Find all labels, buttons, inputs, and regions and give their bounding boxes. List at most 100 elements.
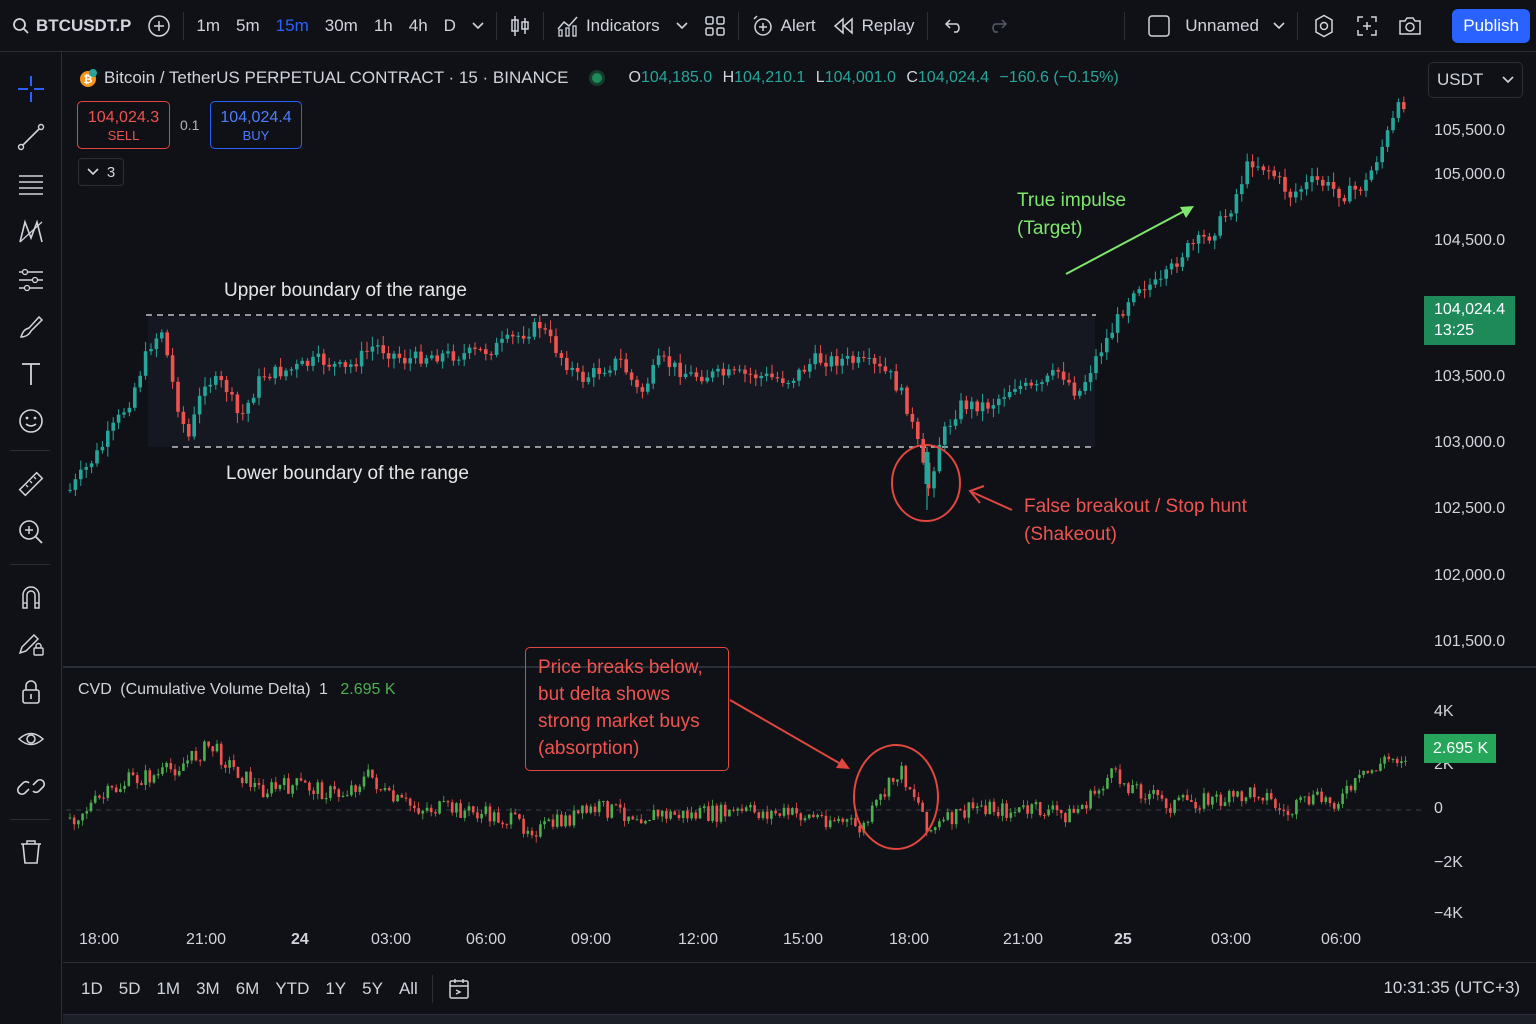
candle-body — [338, 362, 342, 364]
candle-body — [133, 387, 137, 408]
buy-button[interactable]: 104,024.4 BUY — [210, 101, 302, 149]
interval-D[interactable]: D — [443, 15, 456, 35]
range-6m[interactable]: 6M — [235, 978, 260, 998]
open-value: 104,185.0 — [640, 69, 713, 86]
candle-body — [937, 444, 942, 472]
magnet-tool[interactable] — [14, 580, 48, 614]
layouts-button[interactable] — [696, 0, 734, 52]
lock-all-tool[interactable] — [14, 675, 48, 709]
pane-separator[interactable] — [63, 666, 1536, 668]
link-icon — [17, 773, 45, 801]
candle-body — [1099, 352, 1104, 357]
toolbar-divider — [10, 819, 50, 820]
candle-body — [602, 372, 607, 374]
symbol-legend[interactable]: ₿ Bitcoin / TetherUS PERPETUAL CONTRACT … — [78, 68, 1119, 88]
clock-timezone[interactable]: 10:31:35 (UTC+3) — [1383, 978, 1520, 997]
text-tool[interactable] — [14, 357, 48, 391]
hide-drawings-tool[interactable] — [14, 722, 48, 756]
range-all[interactable]: All — [398, 978, 418, 998]
absorption-arrow[interactable] — [729, 699, 847, 768]
candle-body — [678, 362, 682, 378]
interval-5m[interactable]: 5m — [236, 15, 260, 35]
candle-body — [543, 328, 547, 330]
sync-drawings-tool[interactable] — [14, 770, 48, 804]
cvd-axis-label: −4K — [1434, 905, 1463, 922]
interval-dropdown[interactable] — [464, 0, 492, 52]
candle-body — [899, 387, 904, 391]
candle-body — [1267, 170, 1271, 172]
measure-tool[interactable] — [14, 467, 48, 501]
indicators-icon — [556, 15, 580, 37]
ohlc-values: O104,185.0 H104,210.1 L104,001.0 C104,02… — [622, 69, 1118, 87]
candle-body — [95, 450, 99, 464]
chart-type-button[interactable] — [501, 0, 539, 52]
range-1m[interactable]: 1M — [156, 978, 181, 998]
time-axis-label: 18:00 — [889, 931, 930, 948]
prediction-tool[interactable] — [14, 263, 48, 297]
goto-date-icon[interactable] — [441, 977, 477, 1001]
shakeout-circle[interactable] — [891, 444, 961, 522]
interval-15m[interactable]: 15m — [275, 15, 309, 35]
range-3m[interactable]: 3M — [196, 978, 220, 998]
candle-body — [635, 379, 639, 388]
remove-drawings-tool[interactable] — [14, 835, 48, 869]
cvd-legend[interactable]: CVD (Cumulative Volume Delta) 1 2.695 K — [78, 681, 396, 699]
indicators-button[interactable]: Indicators — [548, 0, 668, 52]
trendline-tool[interactable] — [14, 120, 48, 154]
range-1d[interactable]: 1D — [81, 978, 103, 998]
candle-body — [781, 378, 785, 384]
crosshair-tool[interactable] — [14, 72, 48, 106]
publish-button[interactable]: Publish — [1452, 9, 1530, 43]
redo-button[interactable] — [976, 0, 1020, 52]
collapse-indicators-button[interactable]: 3 — [78, 158, 124, 186]
currency-selector[interactable]: USDT — [1428, 62, 1523, 98]
candle-body — [889, 371, 893, 373]
candle-body — [597, 368, 601, 374]
range-ytd[interactable]: YTD — [275, 978, 310, 998]
candle-body — [721, 368, 726, 376]
alert-button[interactable]: Alert — [743, 0, 824, 52]
range-1y[interactable]: 1Y — [325, 978, 347, 998]
undo-button[interactable] — [932, 0, 976, 52]
brush-tool[interactable] — [14, 310, 48, 344]
pattern-tool[interactable] — [14, 215, 48, 249]
candle-body — [160, 332, 164, 339]
change-value: −160.6 (−0.15%) — [999, 69, 1119, 86]
fib-tool[interactable] — [14, 167, 48, 201]
open-key: O — [628, 69, 641, 86]
settings-button[interactable] — [1302, 0, 1346, 52]
candle-body — [446, 351, 450, 354]
symbol-search[interactable]: BTCUSDT.P — [0, 0, 139, 52]
candle-body — [656, 355, 661, 365]
emoji-tool[interactable] — [14, 404, 48, 438]
candle-body — [381, 345, 385, 354]
absorption-circle[interactable] — [853, 744, 939, 850]
impulse-arrow[interactable] — [1065, 207, 1191, 275]
price-axis-label: 103,000.0 — [1434, 434, 1506, 451]
interval-1h[interactable]: 1h — [373, 15, 393, 35]
range-5d[interactable]: 5D — [118, 978, 141, 998]
candle-body — [1142, 289, 1147, 291]
layout-name-button[interactable]: Unnamed — [1139, 0, 1293, 52]
candle-body — [829, 356, 834, 367]
price-axis-label: 105,000.0 — [1434, 166, 1506, 183]
absorption-note: Price breaks below, but delta shows stro… — [525, 647, 729, 771]
zoom-tool[interactable] — [14, 515, 48, 549]
sell-button[interactable]: 104,024.3 SELL — [77, 101, 170, 149]
interval-1m[interactable]: 1m — [196, 15, 221, 35]
range-5y[interactable]: 5Y — [362, 978, 383, 998]
interval-4h[interactable]: 4h — [408, 15, 428, 35]
shakeout-arrow[interactable] — [971, 491, 1013, 511]
indicators-dropdown[interactable] — [668, 0, 696, 52]
crosshair-icon — [17, 75, 45, 103]
snapshot-button[interactable] — [1388, 0, 1432, 52]
interval-30m[interactable]: 30m — [324, 15, 358, 35]
candle-body — [484, 349, 488, 355]
lock-drawings-tool[interactable] — [14, 627, 48, 661]
bottom-edge — [63, 1014, 1536, 1024]
candle-body — [354, 364, 358, 367]
add-symbol-button[interactable] — [139, 0, 179, 52]
fullscreen-button[interactable] — [1346, 0, 1388, 52]
replay-button[interactable]: Replay — [824, 0, 923, 52]
